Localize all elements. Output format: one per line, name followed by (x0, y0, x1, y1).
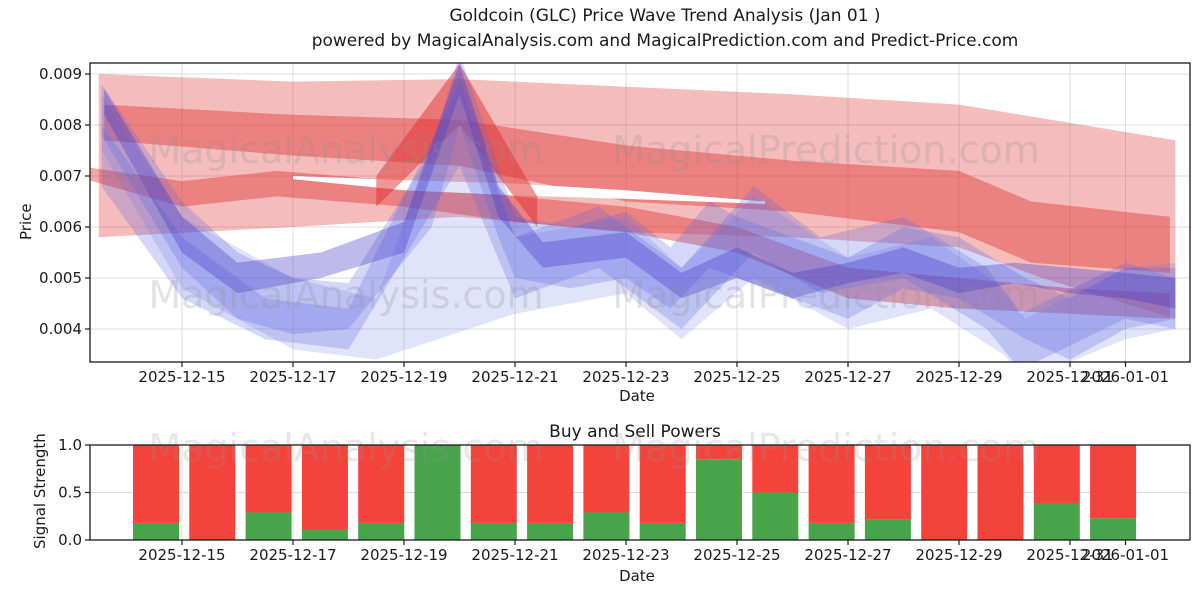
bar-sell-2025-12-18 (358, 445, 405, 523)
x-tick-label: 2025-12-19 (360, 368, 447, 386)
bar-buy-2025-12-24 (696, 459, 742, 540)
bar-sell-2025-12-30 (1033, 445, 1080, 503)
x-tick-label: 2025-12-25 (693, 368, 780, 386)
bar-buy-2025-12-23 (639, 522, 686, 540)
wave-bands (90, 63, 1176, 362)
x-tick-label: 2025-12-15 (138, 368, 225, 386)
x-tick-label: 2026-01-01 (1082, 546, 1169, 564)
bar-sell-2025-12-21 (527, 445, 574, 523)
x-tick-label: 2025-12-23 (582, 368, 669, 386)
bar-buy-2025-12-19 (414, 445, 461, 540)
bar-buy-2025-12-17 (301, 529, 348, 540)
chart-subtitle: powered by MagicalAnalysis.com and Magic… (311, 31, 1019, 51)
bar-sell-2025-12-22 (583, 445, 630, 513)
bar-sell-2025-12-28 (921, 445, 968, 540)
x-tick-label: 2025-12-17 (249, 546, 336, 564)
x-tick-label: 2025-12-29 (915, 546, 1002, 564)
band-buy-wave-band-2 (101, 84, 1176, 362)
price-date-axis-label: Date (619, 387, 655, 405)
bar-buy-2025-12-16 (245, 512, 292, 540)
bar-sell-2025-12-31 (1090, 445, 1137, 519)
x-tick-label: 2025-12-21 (471, 546, 558, 564)
bar-buy-2025-12-22 (583, 512, 630, 540)
x-tick-label: 2025-12-27 (804, 368, 891, 386)
price-wave-chart: MagicalAnalysis.com MagicalPrediction.com… (39, 62, 1191, 386)
watermark-text: MagicalPrediction.com (612, 273, 1040, 317)
band-buy-wave-outer (101, 74, 1176, 362)
signal-chart-title: Buy and Sell Powers (549, 422, 721, 442)
y-tick-label: 0.008 (39, 116, 82, 134)
bar-buy-2025-12-31 (1090, 518, 1137, 540)
y-tick-label: 0.5 (58, 484, 82, 502)
watermark-text: MagicalAnalysis.com (148, 273, 543, 317)
x-tick-label: 2025-12-31 (1026, 368, 1113, 386)
bar-sell-2025-12-27 (864, 445, 911, 520)
chart-title: Goldcoin (GLC) Price Wave Trend Analysis… (449, 6, 881, 26)
y-tick-label: 0.005 (39, 269, 82, 287)
watermark-text: MagicalAnalysis.com (148, 128, 543, 172)
watermark-text: MagicalPrediction.com (612, 128, 1040, 172)
bar-buy-2025-12-26 (808, 522, 855, 540)
x-tick-label: 2025-12-19 (360, 546, 447, 564)
bar-sell-2025-12-17 (301, 445, 348, 530)
y-tick-label: 0.004 (39, 320, 82, 338)
y-tick-label: 0.006 (39, 218, 82, 236)
x-tick-label: 2025-12-29 (915, 368, 1002, 386)
bar-sell-2025-12-20 (470, 445, 517, 523)
buy-sell-power-chart: MagicalAnalysis.com MagicalPrediction.com… (58, 426, 1191, 564)
bar-buy-2025-12-21 (527, 522, 574, 540)
bar-sell-2025-12-16 (245, 445, 292, 513)
bar-sell-2025-12-15 (189, 445, 236, 540)
bar-sell-2025-12-24 (696, 445, 742, 460)
bar-buy-2025-12-18 (358, 522, 405, 540)
y-tick-label: 1.0 (58, 436, 82, 454)
signal-date-axis-label: Date (619, 567, 655, 585)
y-tick-label: 0.0 (58, 531, 82, 549)
x-tick-label: 2025-12-23 (582, 546, 669, 564)
bar-sell-2025-12-14 (133, 445, 179, 523)
watermark-text: MagicalAnalysis.com (148, 426, 543, 470)
x-tick-label: 2025-12-17 (249, 368, 336, 386)
band-sell-wave-lower-core (90, 167, 1170, 319)
band-buy-wave-band-1 (101, 63, 1176, 360)
band-sell-spike-dec20 (376, 63, 538, 227)
x-tick-label: 2025-12-27 (804, 546, 891, 564)
y-tick-label: 0.007 (39, 167, 82, 185)
bar-buy-2025-12-30 (1033, 502, 1080, 540)
bar-sell-2025-12-29 (977, 445, 1024, 540)
bar-sell-2025-12-25 (752, 445, 799, 493)
bar-sell-2025-12-23 (639, 445, 686, 523)
x-tick-label: 2026-01-01 (1082, 368, 1169, 386)
x-tick-label: 2025-12-21 (471, 368, 558, 386)
bar-buy-2025-12-25 (752, 492, 799, 540)
bar-buy-2025-12-14 (133, 522, 179, 540)
plot-border (89, 62, 1191, 363)
y-tick-label: 0.009 (39, 65, 82, 83)
watermark-text: MagicalPrediction.com (612, 426, 1040, 470)
bar-buy-2025-12-20 (470, 522, 517, 540)
bar-sell-2025-12-26 (808, 445, 855, 523)
bar-buy-2025-12-27 (864, 519, 911, 540)
band-buy-wave-core (104, 63, 1176, 309)
x-tick-label: 2025-12-15 (138, 546, 225, 564)
x-tick-label: 2025-12-25 (693, 546, 780, 564)
x-tick-label: 2025-12-31 (1026, 546, 1113, 564)
band-sell-wave-upper-core (104, 104, 1170, 273)
